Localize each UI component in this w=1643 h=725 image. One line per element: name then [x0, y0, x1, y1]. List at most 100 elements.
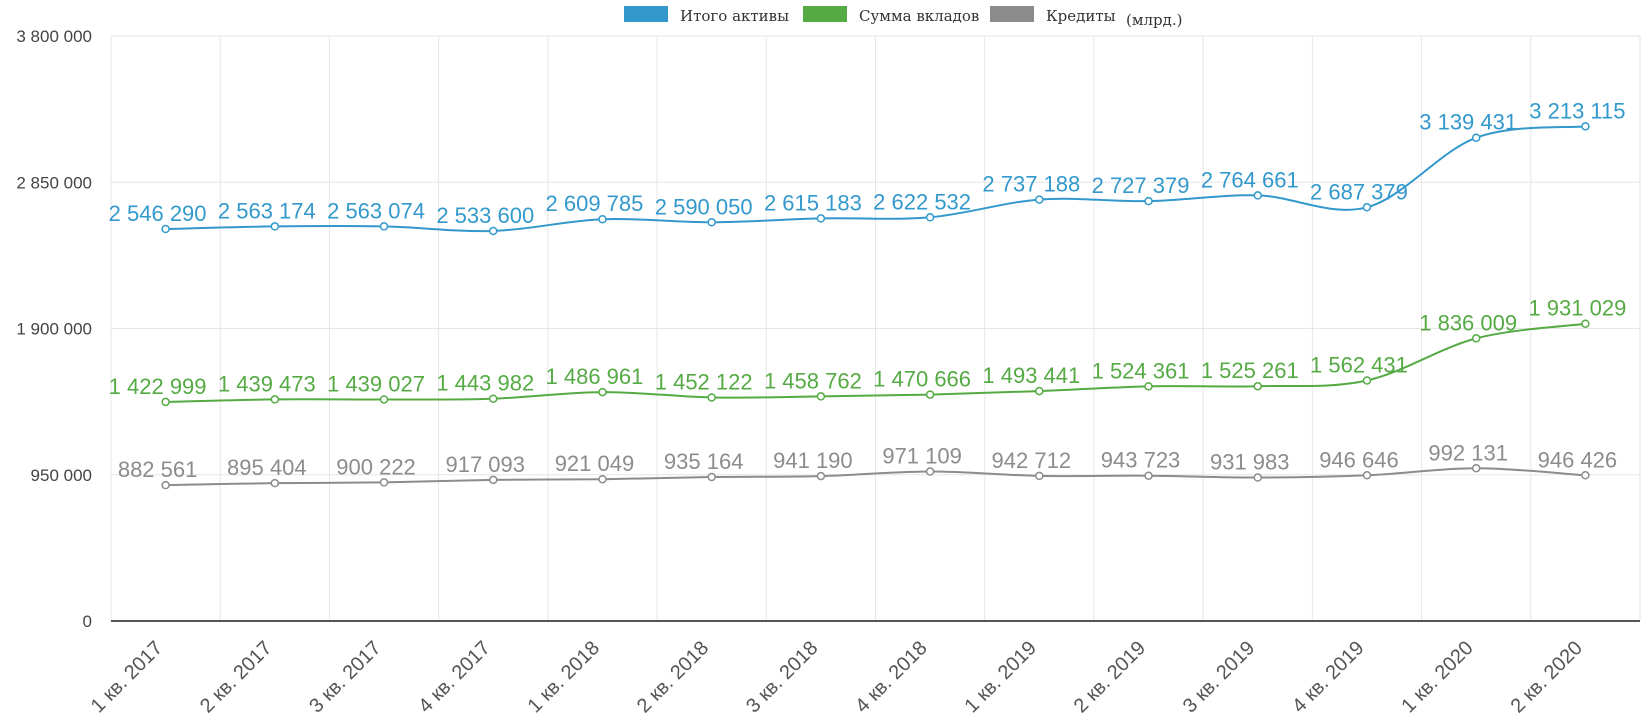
data-label-deposits: 1 836 009	[1419, 310, 1517, 335]
x-tick-label: 4 кв. 2018	[851, 637, 931, 717]
data-point-credits	[816, 471, 826, 481]
x-tick-label: 4 кв. 2017	[414, 637, 494, 717]
data-label-deposits: 1 470 666	[873, 367, 971, 392]
data-point-credits	[1471, 464, 1481, 473]
data-point-credits	[598, 474, 607, 484]
data-label-total-assets: 2 687 379	[1310, 179, 1408, 204]
data-label-credits: 882 561	[118, 457, 198, 482]
data-point-credits	[270, 478, 280, 488]
data-label-deposits: 1 524 361	[1092, 358, 1190, 383]
data-point-total-assets	[925, 213, 935, 222]
x-tick-label: 3 кв. 2019	[1179, 637, 1259, 717]
data-label-credits: 943 723	[1101, 448, 1181, 473]
data-point-total-assets	[270, 222, 280, 231]
data-point-total-assets	[598, 214, 607, 224]
series-line-deposits	[165, 322, 1586, 403]
data-label-credits: 992 131	[1428, 440, 1508, 465]
data-label-credits: 895 404	[227, 455, 307, 480]
x-tick-label: 4 кв. 2019	[1288, 637, 1368, 717]
x-tick-label: 2 кв. 2018	[633, 637, 713, 717]
data-point-deposits	[161, 397, 170, 407]
legend-swatch-deposits	[803, 6, 847, 22]
legend-label-total-assets: Итого активы	[680, 7, 790, 25]
data-point-total-assets	[1035, 195, 1044, 204]
data-point-total-assets	[816, 214, 826, 223]
data-label-total-assets: 3 139 431	[1419, 110, 1517, 135]
data-label-total-assets: 2 546 290	[109, 201, 207, 226]
y-tick-label: 1 900 000	[16, 320, 92, 339]
data-label-credits: 900 222	[336, 454, 416, 479]
x-tick-label: 2 кв. 2019	[1070, 637, 1150, 717]
data-point-credits	[379, 478, 389, 487]
data-label-credits: 917 093	[445, 452, 525, 477]
data-point-credits	[925, 467, 935, 476]
data-point-total-assets	[1471, 133, 1481, 142]
series-line-credits	[165, 467, 1586, 487]
data-point-total-assets	[379, 222, 389, 231]
data-point-deposits	[379, 395, 389, 404]
data-point-credits	[1035, 471, 1044, 481]
data-label-deposits: 1 439 473	[218, 371, 316, 396]
data-label-credits: 931 983	[1210, 450, 1290, 475]
y-tick-label: 2 850 000	[16, 173, 92, 192]
data-point-deposits	[1471, 334, 1481, 343]
data-point-credits	[1362, 471, 1372, 480]
data-point-deposits	[598, 387, 607, 397]
data-label-total-assets: 3 213 115	[1529, 98, 1625, 123]
data-label-credits: 946 646	[1319, 447, 1399, 472]
data-point-deposits	[1035, 386, 1044, 396]
data-point-credits	[1144, 471, 1153, 480]
data-point-deposits	[1362, 376, 1372, 385]
legend-label-credits: Кредиты	[1046, 7, 1116, 25]
data-label-deposits: 1 493 441	[982, 363, 1080, 388]
data-label-deposits: 1 452 122	[655, 369, 753, 394]
data-label-total-assets: 2 615 183	[764, 190, 862, 215]
data-point-total-assets	[489, 226, 498, 236]
data-point-deposits	[489, 394, 498, 403]
data-point-deposits	[1144, 382, 1153, 391]
data-label-total-assets: 2 609 785	[546, 191, 644, 216]
data-label-credits: 942 712	[992, 448, 1072, 473]
x-tick-label: 1 кв. 2019	[960, 637, 1040, 717]
data-label-deposits: 1 525 261	[1201, 358, 1299, 383]
data-label-deposits: 1 458 762	[764, 368, 862, 393]
data-point-deposits	[707, 393, 716, 402]
data-point-deposits	[270, 395, 280, 404]
data-point-deposits	[816, 392, 826, 401]
x-tick-label: 1 кв. 2018	[524, 637, 604, 717]
data-label-credits: 971 109	[882, 444, 962, 469]
data-label-total-assets: 2 737 188	[982, 172, 1080, 197]
data-point-total-assets	[161, 224, 170, 234]
data-point-total-assets	[1581, 122, 1590, 131]
x-tick-label: 3 кв. 2018	[742, 637, 822, 717]
data-label-total-assets: 2 622 532	[873, 189, 971, 214]
x-tick-label: 2 кв. 2017	[196, 637, 276, 717]
x-tick-label: 1 кв. 2017	[87, 637, 167, 717]
data-label-credits: 941 190	[773, 448, 853, 473]
y-tick-label: 0	[83, 612, 92, 631]
data-label-total-assets: 2 727 379	[1092, 173, 1190, 198]
data-label-deposits: 1 439 027	[327, 371, 425, 396]
chart-legend: Итого активы Сумма вкладов Кредиты (млрд…	[0, 4, 1643, 29]
x-tick-label: 3 кв. 2017	[305, 637, 385, 717]
data-label-deposits: 1 486 961	[546, 364, 644, 389]
data-point-total-assets	[1362, 203, 1372, 212]
data-label-deposits: 1 931 029	[1528, 296, 1626, 321]
y-tick-label: 3 800 000	[16, 27, 92, 46]
data-label-credits: 921 049	[555, 451, 635, 476]
x-tick-label: 1 кв. 2020	[1397, 637, 1477, 717]
legend-label-deposits: Сумма вкладов	[859, 7, 980, 25]
data-point-total-assets	[1253, 191, 1262, 200]
data-point-total-assets	[1144, 196, 1153, 206]
data-point-total-assets	[707, 218, 716, 227]
data-label-deposits: 1 562 431	[1310, 352, 1408, 377]
data-point-credits	[1581, 471, 1590, 480]
data-label-total-assets: 2 764 661	[1201, 167, 1299, 192]
data-label-deposits: 1 422 999	[109, 374, 207, 399]
y-tick-label: 950 000	[31, 466, 92, 485]
data-point-deposits	[925, 390, 935, 399]
x-tick-label: 2 кв. 2020	[1507, 637, 1587, 717]
data-point-credits	[489, 475, 498, 485]
data-label-credits: 946 426	[1538, 447, 1618, 472]
data-point-deposits	[1581, 319, 1590, 328]
